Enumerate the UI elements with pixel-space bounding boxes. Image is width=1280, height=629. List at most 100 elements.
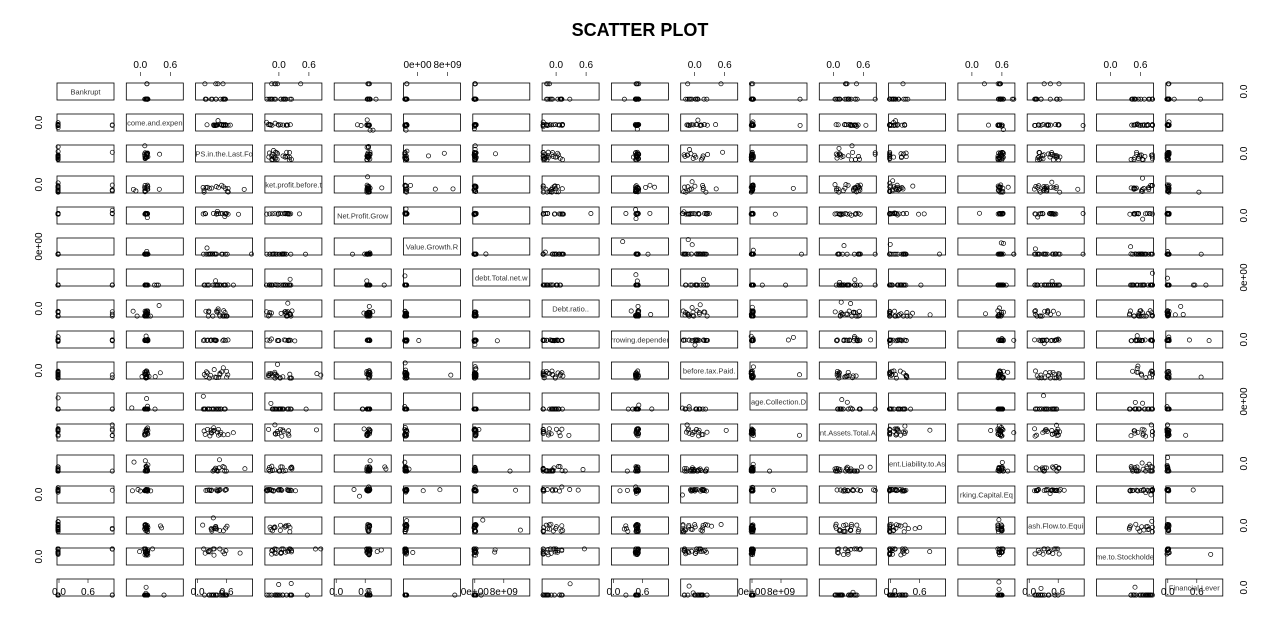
data-point <box>284 406 290 412</box>
data-point <box>1134 366 1140 371</box>
panel-5-11 <box>818 237 878 257</box>
data-point <box>895 313 901 319</box>
panel-frame <box>680 516 739 535</box>
data-point <box>225 282 231 288</box>
data-point <box>370 309 376 315</box>
data-point <box>208 427 214 433</box>
data-point <box>223 96 228 102</box>
data-point <box>996 517 1002 523</box>
panel-frame <box>1026 361 1085 380</box>
data-point <box>996 187 1002 193</box>
panel-4-8 <box>611 206 669 225</box>
data-point <box>680 522 686 528</box>
panel-0-14 <box>1026 81 1085 102</box>
data-point <box>705 152 711 157</box>
data-point <box>900 488 906 494</box>
data-point <box>1132 430 1138 436</box>
panel-frame <box>541 82 600 101</box>
data-point <box>1032 488 1037 494</box>
panel-4-11 <box>818 206 877 225</box>
data-point <box>887 282 893 288</box>
data-point <box>844 251 850 257</box>
data-point <box>698 282 704 288</box>
data-point <box>129 488 135 494</box>
data-point <box>265 122 271 128</box>
panel-14-13 <box>957 516 1016 535</box>
data-point <box>560 528 566 534</box>
panel-frame <box>333 113 392 132</box>
panel-frame <box>56 547 115 566</box>
data-point <box>1180 312 1186 317</box>
data-point <box>995 81 1001 87</box>
panel-frame <box>818 454 877 473</box>
panel-13-5 <box>402 485 461 504</box>
panel-frame <box>472 113 531 132</box>
panel-frame <box>611 113 669 132</box>
data-point <box>1056 81 1062 87</box>
panel-8-13 <box>957 330 1017 349</box>
data-point <box>694 338 700 344</box>
data-point <box>289 466 295 472</box>
panel-3-0 <box>55 175 115 195</box>
panel-frame <box>541 299 600 318</box>
data-point <box>704 282 710 288</box>
data-point <box>1135 429 1141 435</box>
panel-7-13 <box>957 299 1016 319</box>
panel-frame <box>888 268 946 287</box>
data-point <box>278 487 284 493</box>
data-point <box>701 96 707 102</box>
data-point <box>143 96 149 102</box>
data-point <box>109 546 115 552</box>
data-point <box>204 338 210 343</box>
data-point <box>1000 282 1006 288</box>
panel-frame <box>749 268 808 287</box>
panel-9-12 <box>887 361 946 381</box>
panel-frame <box>749 423 808 442</box>
panel-frame <box>56 454 115 473</box>
data-point <box>704 337 710 343</box>
panel-frame <box>472 237 531 256</box>
panel-frame <box>333 423 392 442</box>
panel-frame <box>749 82 808 101</box>
panel-7-0 <box>55 299 115 319</box>
data-point <box>370 127 376 133</box>
panel-frame <box>680 175 739 194</box>
data-point <box>215 426 221 432</box>
data-point <box>998 313 1004 319</box>
panel-frame <box>1026 454 1085 473</box>
panel-frame <box>125 175 184 194</box>
data-point <box>700 432 706 438</box>
panel-7-5 <box>402 299 461 319</box>
panel-12-5 <box>402 454 461 474</box>
data-point <box>855 487 861 493</box>
panel-frame <box>56 206 115 225</box>
data-point <box>303 406 309 412</box>
data-point <box>280 153 286 159</box>
data-point <box>366 487 372 493</box>
data-point <box>851 335 857 341</box>
data-point <box>713 186 719 192</box>
data-point <box>282 211 288 217</box>
data-point <box>293 488 298 494</box>
data-point <box>143 375 149 381</box>
data-point <box>217 121 223 127</box>
panel-5-15 <box>1096 237 1155 257</box>
data-point <box>287 375 293 381</box>
data-point <box>1053 154 1059 160</box>
panel-3-1 <box>125 175 184 195</box>
data-point <box>144 523 150 529</box>
data-point <box>903 338 909 343</box>
data-point <box>1032 122 1038 128</box>
data-point <box>562 468 568 474</box>
data-point <box>1055 336 1061 342</box>
panel-frame <box>1096 268 1154 287</box>
data-point <box>797 96 803 102</box>
data-point <box>366 303 372 309</box>
panel-frame <box>1026 516 1085 535</box>
data-point <box>144 430 150 436</box>
data-point <box>903 251 909 257</box>
panel-frame <box>1096 392 1154 411</box>
data-point <box>750 485 756 491</box>
data-point <box>263 282 269 288</box>
data-point <box>1142 337 1148 343</box>
